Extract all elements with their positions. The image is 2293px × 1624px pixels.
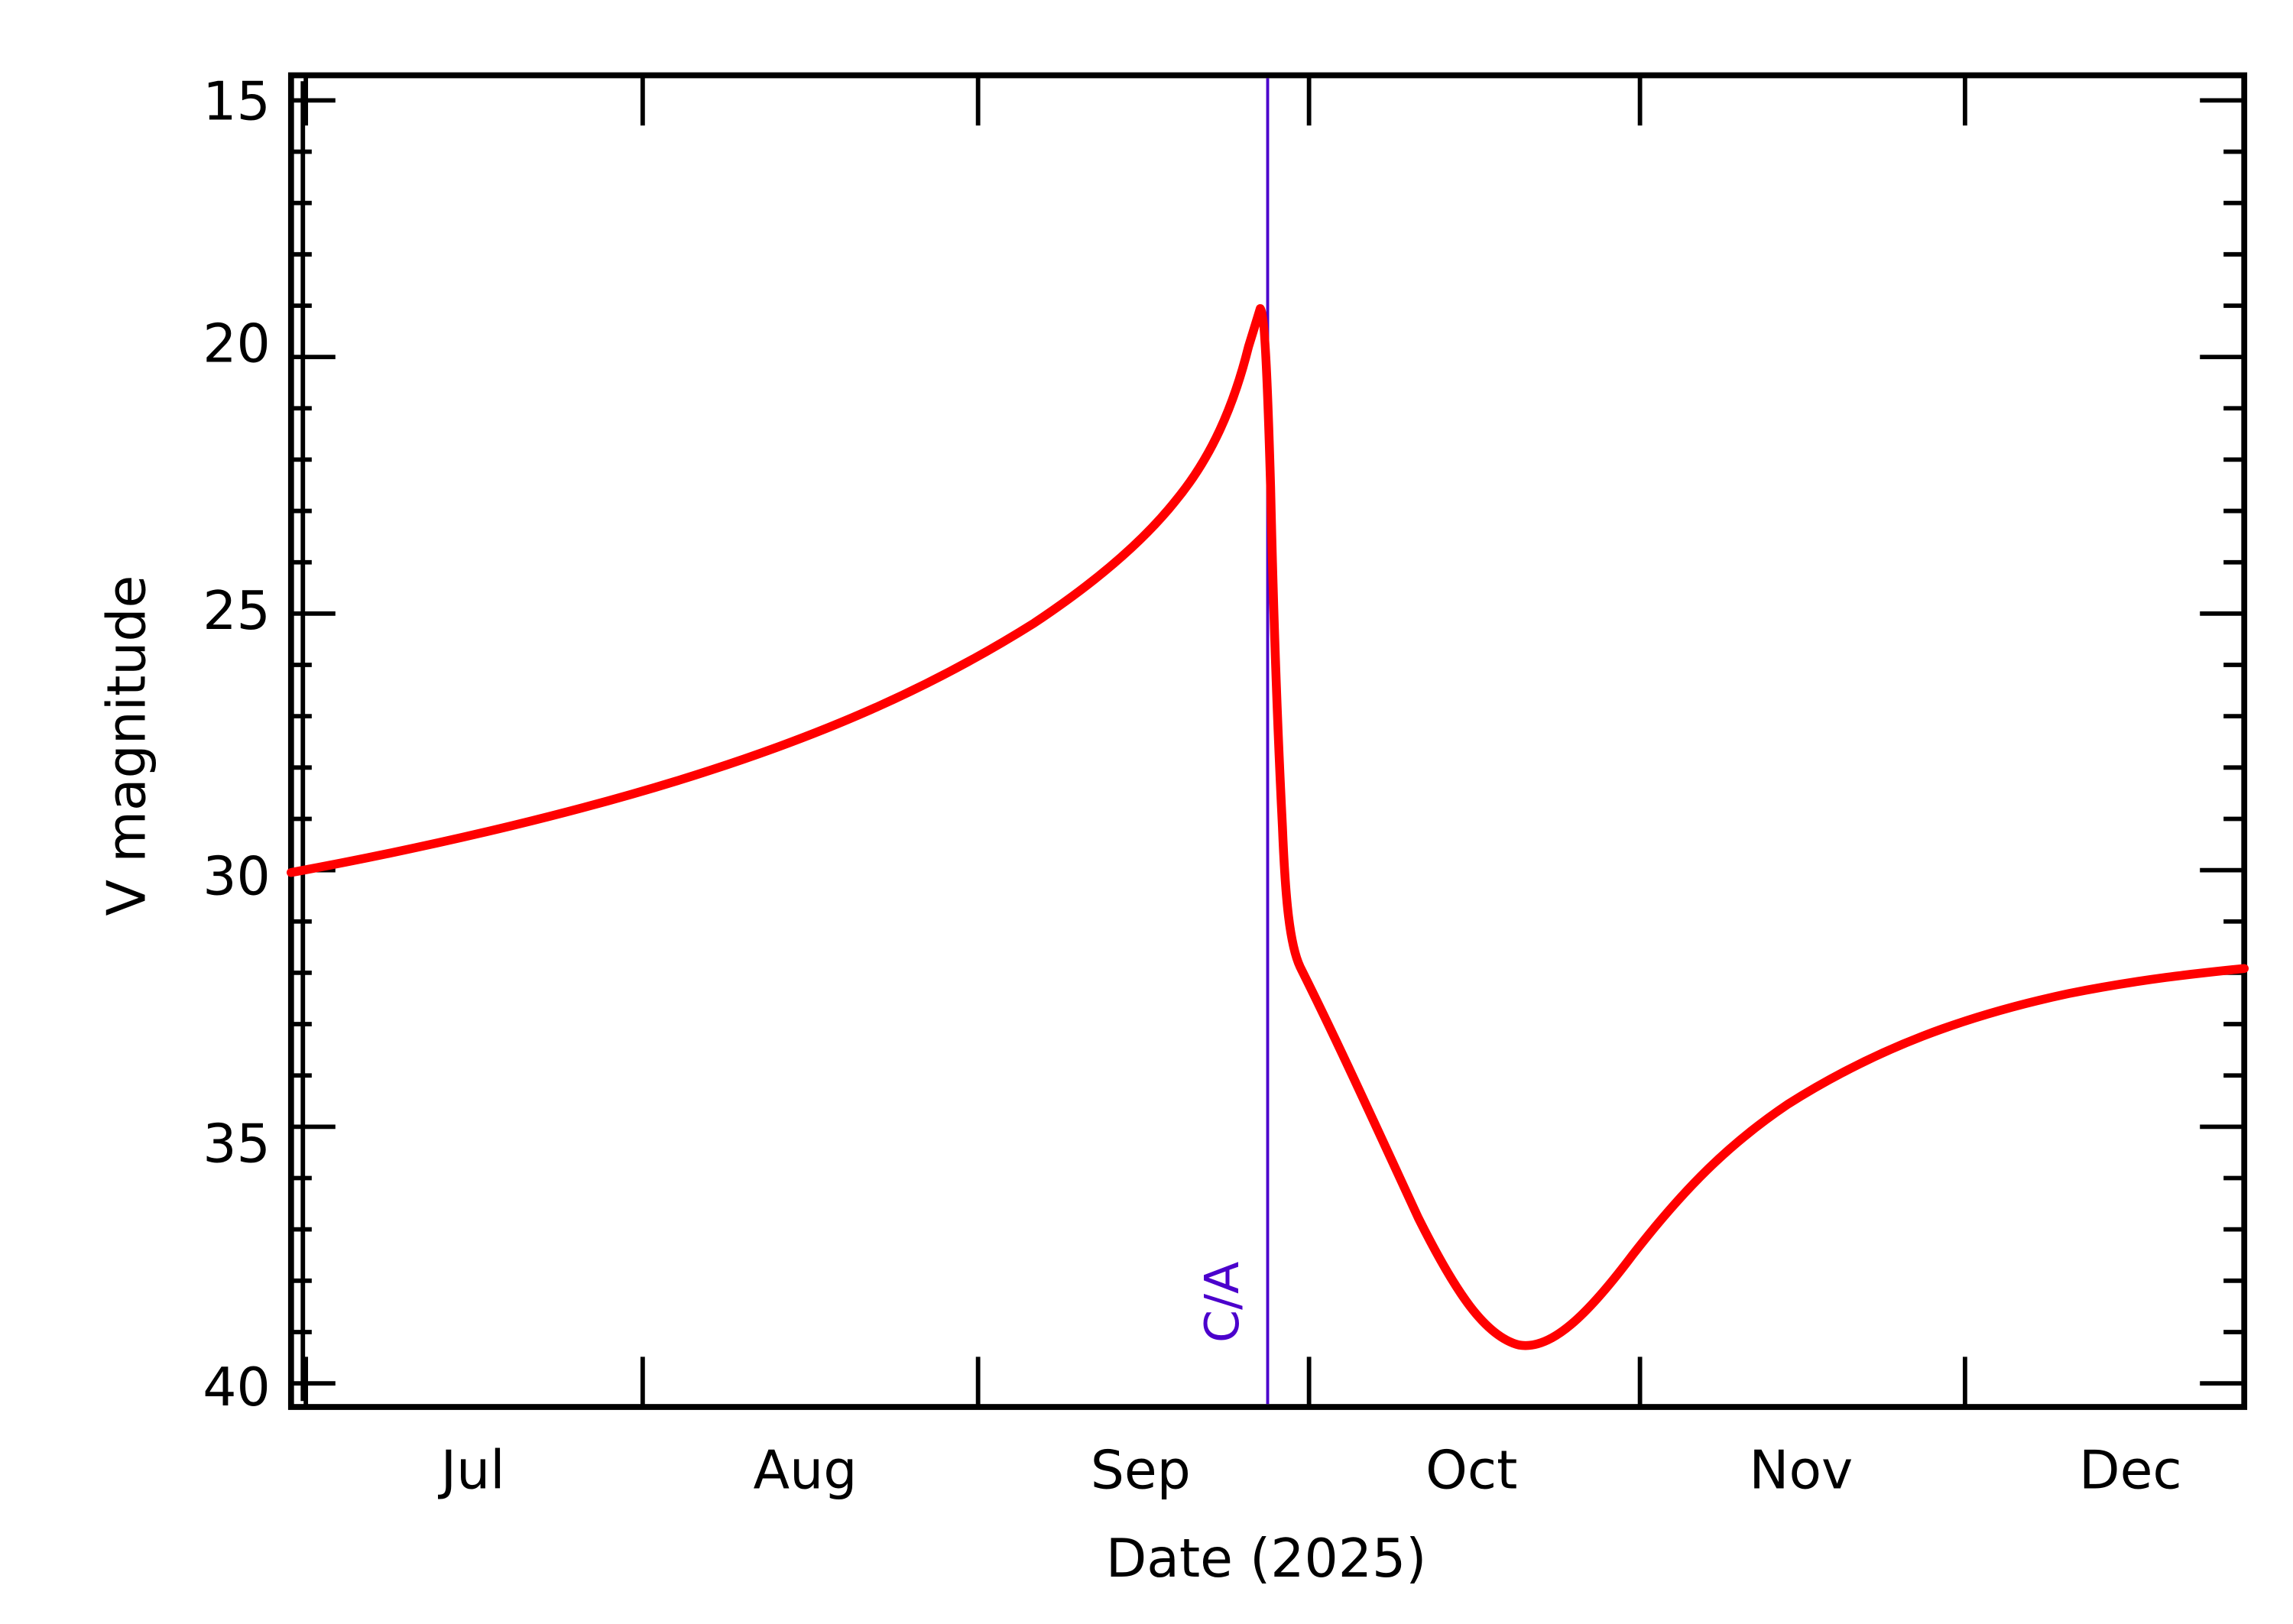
x-tick-label: Nov — [1749, 1439, 1853, 1501]
x-axis-title: Date (2025) — [1106, 1528, 1427, 1590]
y-tick-label: 30 — [203, 846, 271, 908]
x-ticks — [303, 75, 1967, 1408]
x-tick-label: Aug — [754, 1439, 858, 1501]
y-tick-labels: 15 20 25 30 35 40 — [203, 70, 271, 1418]
x-tick-label: Jul — [438, 1439, 505, 1501]
y-tick-label: 40 — [203, 1357, 271, 1418]
y-tick-label: 25 — [203, 580, 271, 642]
plot-frame — [287, 72, 2248, 1410]
x-tick-label: Oct — [1425, 1439, 1517, 1501]
x-tick-label: Dec — [2079, 1439, 2182, 1501]
x-tick-labels: Jul Aug Sep Oct Nov Dec — [438, 1439, 2182, 1501]
magnitude-curve — [287, 303, 2249, 1350]
y-tick-label: 15 — [203, 70, 271, 132]
x-tick-label: Sep — [1091, 1439, 1191, 1501]
y-tick-label: 20 — [203, 313, 271, 374]
y-axis-title: V magnitude — [96, 575, 157, 916]
y-tick-label: 35 — [203, 1113, 271, 1175]
closest-approach-label: C/A — [1195, 1262, 1250, 1343]
